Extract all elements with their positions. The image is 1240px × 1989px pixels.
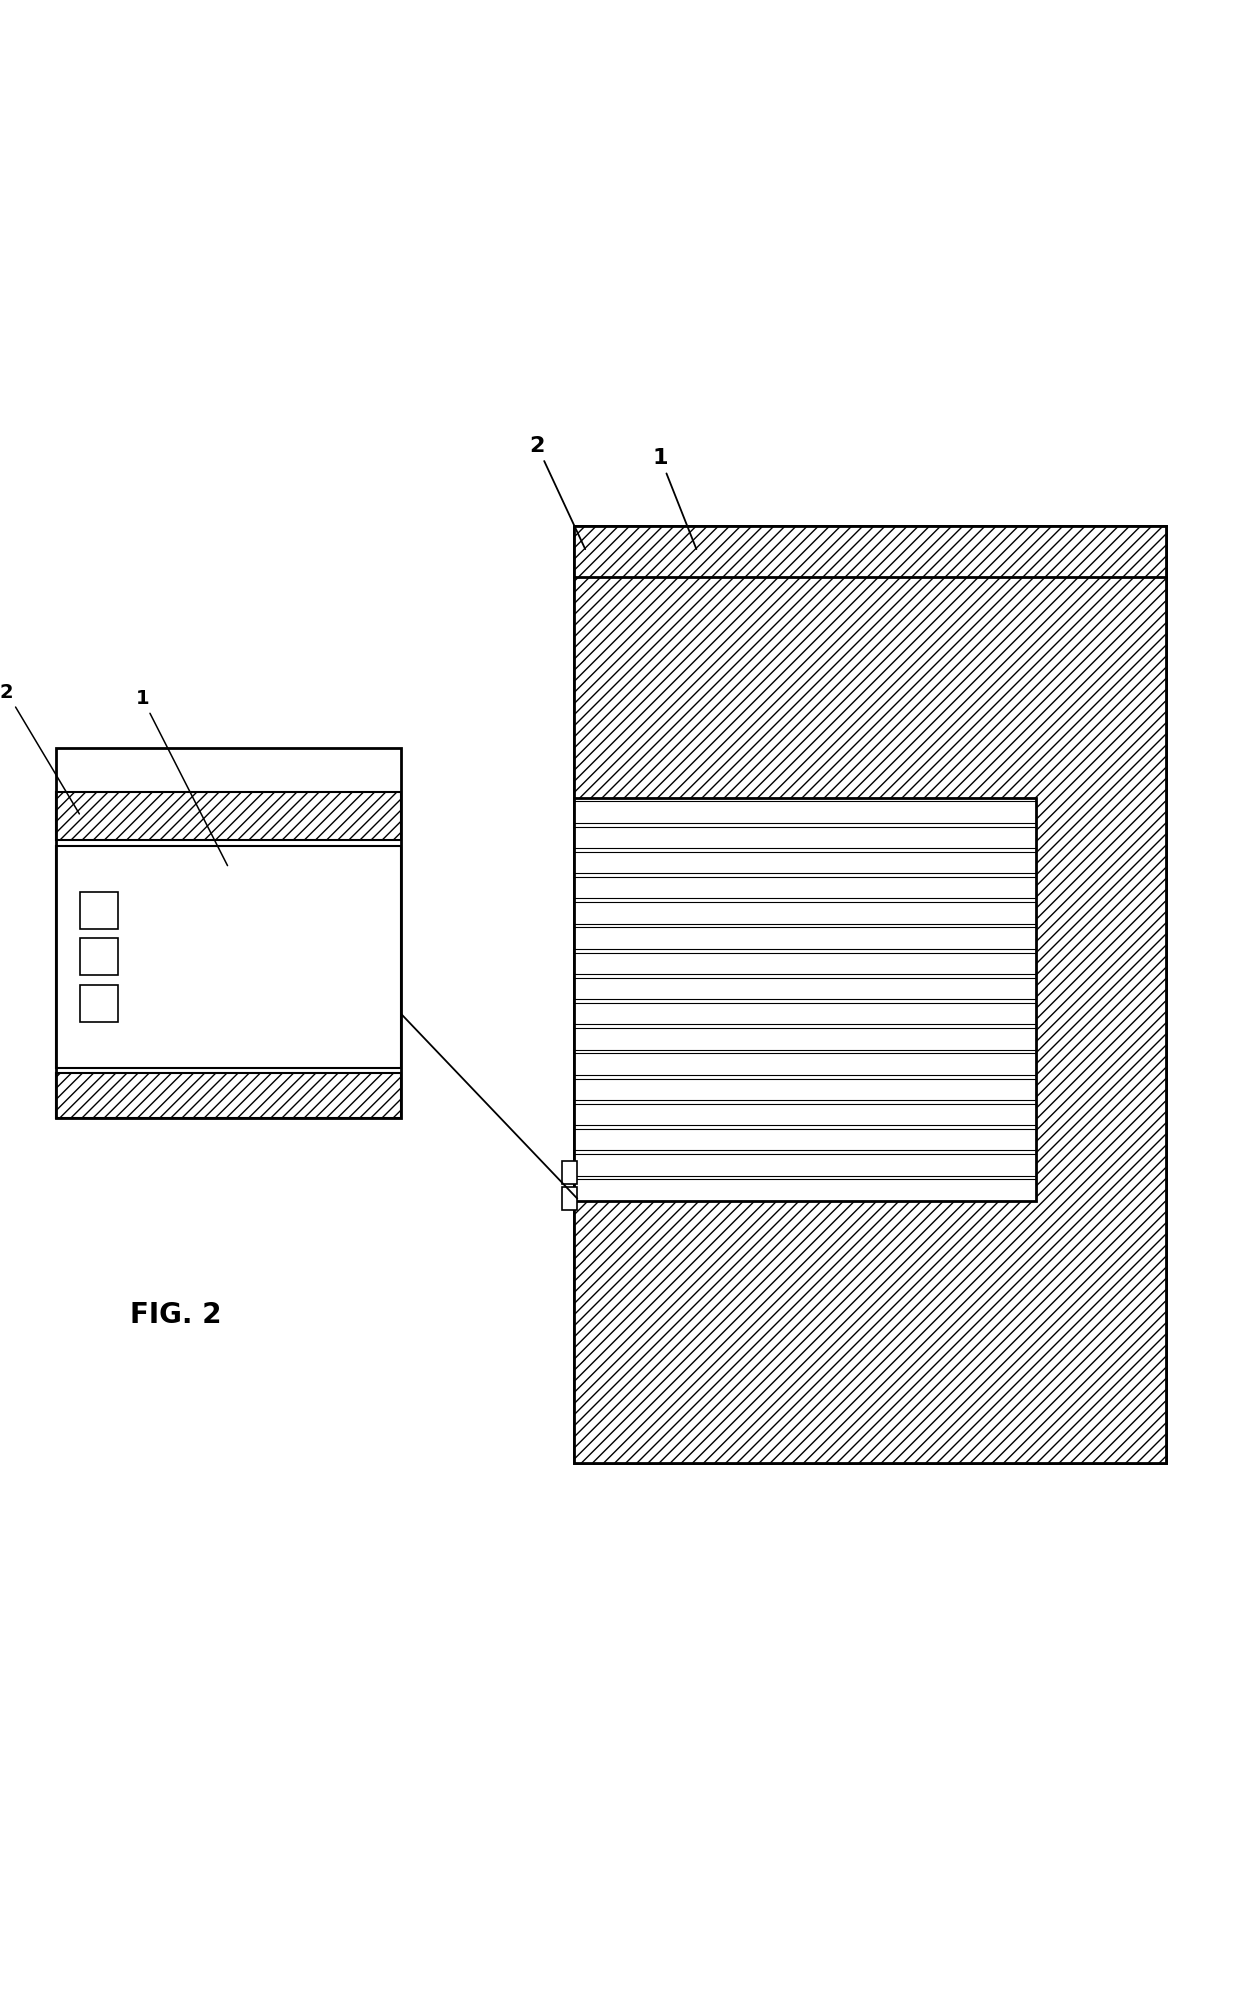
Bar xyxy=(574,525,1166,577)
Bar xyxy=(574,1078,1035,1100)
Bar xyxy=(562,1162,577,1183)
Text: 2: 2 xyxy=(0,682,79,814)
Bar xyxy=(574,1179,1035,1201)
Bar xyxy=(574,1054,1035,1074)
Bar xyxy=(574,927,1035,949)
Bar xyxy=(574,1104,1035,1126)
Bar xyxy=(574,877,1035,899)
Text: 2: 2 xyxy=(529,436,585,549)
Bar xyxy=(574,903,1035,923)
Bar xyxy=(574,851,1035,873)
Bar xyxy=(56,748,402,1118)
Text: 1: 1 xyxy=(652,448,697,549)
Bar xyxy=(56,845,402,1068)
Bar xyxy=(562,1187,577,1209)
Bar xyxy=(81,893,118,929)
Bar xyxy=(574,1028,1035,1050)
Bar xyxy=(574,525,1166,1464)
Bar xyxy=(56,1074,402,1118)
Bar xyxy=(574,1002,1035,1024)
Text: FIG. 2: FIG. 2 xyxy=(130,1301,222,1329)
Bar xyxy=(574,802,1035,823)
Bar xyxy=(574,953,1035,975)
Bar xyxy=(574,827,1035,847)
Bar xyxy=(81,939,118,975)
Text: 1: 1 xyxy=(135,688,227,865)
Bar xyxy=(574,979,1035,998)
Bar xyxy=(574,1154,1035,1175)
Bar xyxy=(574,1130,1035,1150)
Bar xyxy=(81,985,118,1022)
Bar xyxy=(574,798,1035,1201)
Bar xyxy=(56,792,402,839)
Bar xyxy=(574,525,1166,1464)
Bar xyxy=(574,798,1035,1201)
